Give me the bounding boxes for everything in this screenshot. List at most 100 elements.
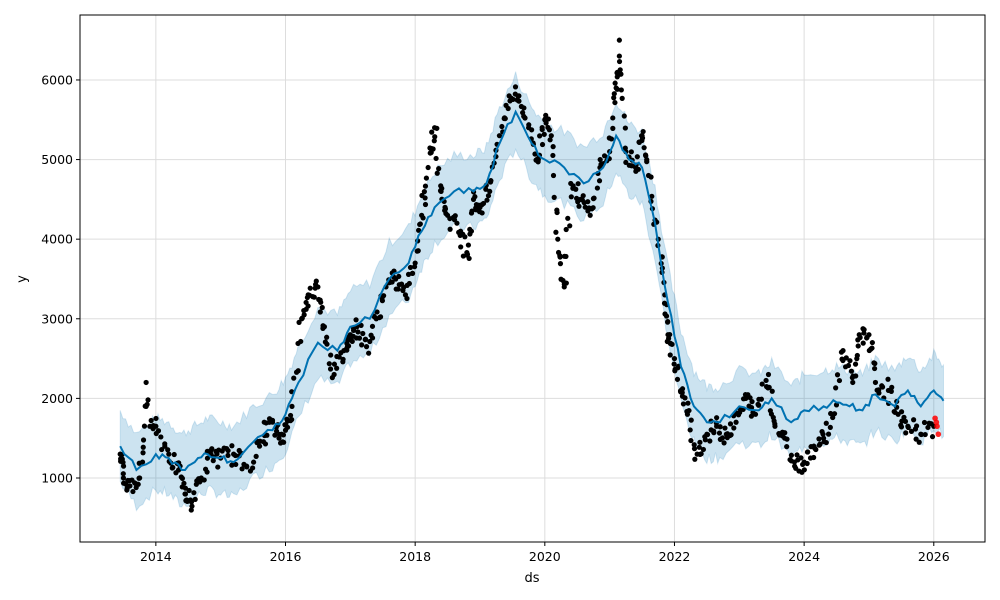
- actual-point-interp: [794, 452, 800, 458]
- actual-point-interp: [262, 441, 269, 447]
- actual-point-interp: [291, 375, 297, 381]
- actual-point-interp: [545, 116, 551, 122]
- actual-point-interp: [557, 261, 564, 267]
- actual-point: [616, 53, 622, 59]
- actual-point: [315, 284, 321, 290]
- actual-point: [321, 324, 328, 330]
- uncertainty-band: [119, 71, 945, 512]
- actual-point-interp: [836, 377, 843, 384]
- actual-point: [487, 188, 493, 195]
- actual-point-interp: [447, 226, 453, 232]
- actual-point-interp: [834, 372, 841, 378]
- actual-point-interp: [623, 159, 629, 166]
- actual-point-interp: [307, 285, 313, 291]
- actual-point-interp: [663, 313, 670, 319]
- actual-point-interp: [833, 402, 840, 408]
- actual-point-interp: [327, 366, 334, 372]
- actual-point-interp: [541, 131, 547, 137]
- actual-point-interp: [483, 186, 489, 192]
- actual-point: [166, 451, 172, 457]
- actual-point-interp: [619, 95, 625, 101]
- actual-point-interp: [903, 430, 909, 436]
- actual-point: [840, 348, 846, 354]
- uncertainty-area: [119, 71, 945, 512]
- actual-point-interp: [852, 361, 859, 367]
- actual-point-interp: [817, 441, 823, 447]
- actual-point-interp: [641, 145, 647, 151]
- actual-point-interp: [417, 221, 423, 228]
- actual-point-interp: [135, 481, 141, 487]
- actual-point-interp: [855, 343, 861, 349]
- actual-point-interp: [782, 430, 788, 436]
- actual-point-interp: [667, 331, 673, 338]
- actual-point-interp: [377, 314, 384, 320]
- actual-point-interp: [250, 459, 257, 465]
- actual-point-interp: [644, 159, 650, 165]
- actual-point-interp: [345, 343, 352, 349]
- actual-point-interp: [640, 128, 646, 135]
- actual-point-interp: [898, 424, 905, 430]
- actual-point-interp: [407, 264, 414, 271]
- actual-point-interp: [914, 423, 920, 429]
- x-axis: 2014 2016 2018 2020 2022 2024 2026: [140, 542, 950, 564]
- actual-point-interp: [280, 432, 287, 438]
- actual-point: [872, 379, 879, 386]
- actual-point-interp: [827, 424, 833, 430]
- actual-point-interp: [225, 447, 231, 454]
- actual-point-interp: [823, 420, 829, 426]
- actual-point-interp: [229, 443, 235, 449]
- actual-point-interp: [209, 446, 215, 452]
- actual-point-interp: [888, 388, 894, 394]
- actual-point-interp: [567, 223, 573, 229]
- actual-point-interp: [697, 439, 703, 445]
- actual-point-interp: [911, 417, 917, 423]
- actual-point: [548, 133, 554, 139]
- actual-point-interp: [550, 152, 556, 159]
- actual-point-interp: [355, 329, 361, 335]
- actual-point-interp: [353, 317, 359, 323]
- actual-point-interp: [551, 194, 557, 200]
- actual-point: [188, 499, 195, 505]
- actual-point-interp: [628, 149, 634, 155]
- actual-point-interp: [801, 467, 807, 473]
- actual-point-interp: [362, 337, 368, 343]
- actual-point: [256, 443, 263, 449]
- actual-point-interp: [860, 340, 866, 346]
- actual-point-interp: [770, 414, 776, 421]
- actual-point-interp: [414, 248, 420, 254]
- y-axis-label: y: [15, 275, 30, 283]
- actual-point-interp: [145, 397, 151, 403]
- x-tick-label: 2020: [529, 549, 561, 564]
- actual-point-interp: [758, 396, 764, 402]
- actual-point-interp: [406, 280, 412, 287]
- actual-point-interp: [144, 401, 150, 408]
- actual-point-interp: [921, 419, 928, 426]
- actual-point-interp: [543, 112, 549, 118]
- actual-point-interp: [317, 309, 323, 315]
- actual-point-interp: [458, 244, 464, 250]
- actual-point-interp: [643, 153, 649, 159]
- actual-point-interp: [820, 431, 826, 437]
- actual-point-interp: [201, 477, 207, 483]
- actual-point-interp: [120, 471, 126, 477]
- actual-point-interp: [434, 170, 440, 176]
- actual-point-interp: [204, 469, 210, 475]
- actual-point-interp: [301, 312, 307, 318]
- actual-point-interp: [908, 428, 915, 435]
- grid-lines: [80, 15, 985, 542]
- actual-point-interp: [618, 71, 624, 77]
- actual-point-interp: [188, 507, 194, 513]
- actual-point-interp: [522, 115, 528, 121]
- actual-points: [117, 37, 937, 513]
- actual-point-interp: [431, 138, 437, 144]
- actual-point-interp: [737, 409, 743, 416]
- actual-point-interp: [369, 335, 376, 341]
- actual-point-interp: [505, 105, 511, 112]
- actual-point: [363, 344, 370, 350]
- y-axis: 1000 2000 3000 4000 5000 6000: [41, 72, 80, 485]
- actual-point-interp: [488, 178, 494, 184]
- actual-point-interp: [612, 80, 618, 86]
- actual-point-interp: [512, 84, 519, 90]
- x-tick-label: 2016: [270, 549, 302, 564]
- actual-point-interp: [719, 435, 726, 441]
